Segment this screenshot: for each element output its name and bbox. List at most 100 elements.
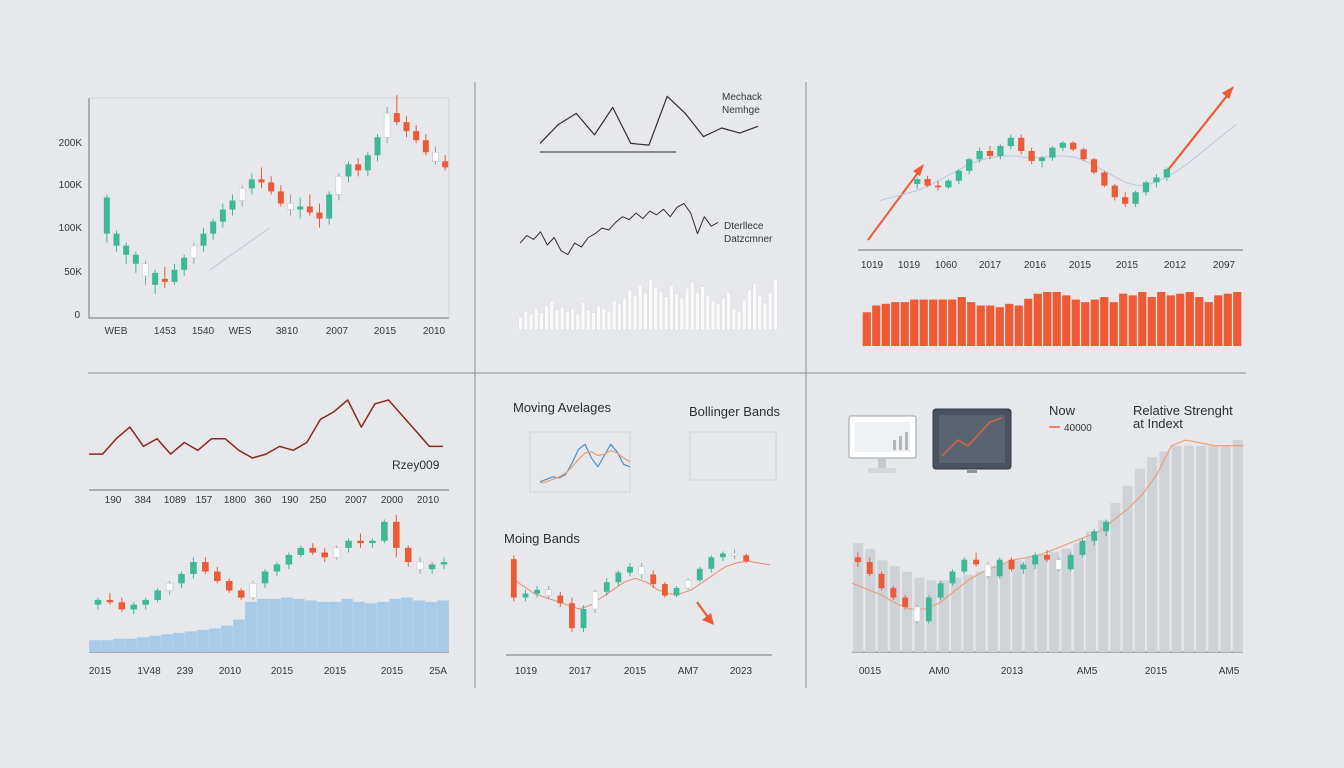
volume-bar — [1005, 303, 1014, 346]
volume-bar — [891, 302, 900, 346]
volume-bar — [389, 598, 401, 652]
series-line — [89, 399, 443, 459]
candle-body — [1153, 177, 1160, 183]
volume-bar — [1110, 503, 1121, 652]
candle-body — [1142, 182, 1150, 193]
volume-bar — [1085, 531, 1096, 652]
candle-body — [986, 151, 994, 156]
candle-body — [627, 566, 633, 573]
volume-bar — [544, 305, 549, 331]
candle-body — [1020, 564, 1027, 570]
volume-bar — [757, 295, 762, 331]
volume-bar — [762, 302, 768, 331]
x-tick-label: 2015 — [624, 666, 647, 677]
candle-body — [557, 595, 564, 604]
volume-bar — [591, 312, 596, 331]
series-line — [519, 203, 719, 255]
candle-body — [171, 269, 178, 282]
volume-bar — [986, 305, 995, 346]
x-tick-label: WES — [229, 326, 252, 337]
candle-body — [902, 597, 909, 608]
volume-bar — [1176, 293, 1185, 346]
candle-body — [432, 151, 439, 162]
y-tick-label: 200K — [59, 138, 83, 149]
volume-bar — [1147, 457, 1158, 652]
volume-bar — [293, 598, 305, 652]
x-tick-label: 2013 — [1001, 666, 1024, 677]
trend-arrow-icons — [696, 86, 1234, 625]
candle-body — [229, 200, 236, 210]
volume-bar — [951, 577, 962, 652]
chart-title: Moing Bands — [504, 531, 580, 546]
volume-bar — [695, 292, 700, 331]
volume-bar — [518, 316, 523, 331]
x-tick-label: 1800 — [224, 495, 247, 506]
volume-bar — [197, 629, 209, 652]
volume-bar — [1166, 295, 1175, 346]
volume-bar — [862, 312, 871, 346]
x-tick-label: 1V48 — [137, 666, 161, 677]
volume-bar — [1183, 445, 1194, 652]
volume-bar — [586, 309, 591, 331]
candle-body — [1008, 559, 1015, 570]
candle-body — [1028, 151, 1035, 161]
x-tick-label: 2015 — [381, 666, 404, 677]
volume-bar — [957, 297, 966, 346]
candle-body — [673, 587, 680, 596]
volume-bar — [658, 290, 664, 331]
x-tick-label: AM0 — [929, 666, 950, 677]
x-tick-label: 2007 — [345, 495, 368, 506]
volume-bar — [1195, 297, 1204, 346]
candle-body — [225, 581, 233, 591]
candle-body — [297, 547, 305, 555]
volume-bar — [281, 597, 293, 652]
candle-body — [591, 591, 599, 610]
candle-body — [603, 582, 610, 592]
volume-bar — [1071, 299, 1080, 346]
chart-title: Bollinger Bands — [689, 404, 781, 419]
x-tick-label: 0015 — [859, 666, 882, 677]
x-tick-label: 1089 — [164, 495, 187, 506]
volume-bar — [534, 308, 539, 331]
volume-bar — [1171, 445, 1182, 652]
candle-body — [258, 179, 265, 183]
volume-bar — [612, 300, 617, 331]
candle-body — [357, 540, 364, 544]
candle-body — [132, 254, 139, 264]
candle-body — [615, 572, 622, 583]
candle-body — [306, 206, 313, 213]
panel-3-x-labels: 1019 1019 1060 2017 2016 2015 2015 2012 … — [861, 260, 1236, 271]
candle-body — [854, 557, 861, 563]
legend-label: Datzcmner — [724, 234, 773, 245]
candle-body — [925, 597, 932, 622]
volume-bar — [606, 310, 612, 331]
candle-body — [1111, 185, 1118, 198]
volume-bar — [881, 303, 890, 346]
volume-bar — [1036, 554, 1047, 652]
volume-bar — [773, 279, 778, 331]
candle-body — [913, 606, 921, 622]
volume-bar — [570, 308, 575, 331]
volume-bar — [1128, 295, 1137, 346]
candle-body — [249, 583, 257, 598]
volume-bar — [1073, 543, 1084, 652]
volume-bar — [648, 279, 653, 331]
candle-body — [178, 573, 185, 584]
candle-body — [106, 599, 114, 603]
candle-body — [238, 188, 246, 201]
volume-bar — [963, 574, 974, 652]
volume-bar — [1233, 292, 1242, 346]
candle-body — [113, 233, 120, 246]
volume-bar — [1049, 551, 1060, 652]
candle-body — [440, 562, 448, 565]
x-tick-label: 1540 — [192, 326, 215, 337]
panel-7-x-labels: 1019 2017 2015 AM7 2023 — [515, 666, 753, 677]
volume-bar — [125, 638, 137, 652]
volume-bar — [705, 295, 710, 331]
legend-label: Dterllece — [724, 221, 764, 232]
volume-bar — [721, 297, 726, 331]
volume-bar — [221, 625, 233, 652]
candle-body — [650, 574, 657, 585]
volume-bar — [528, 313, 534, 331]
